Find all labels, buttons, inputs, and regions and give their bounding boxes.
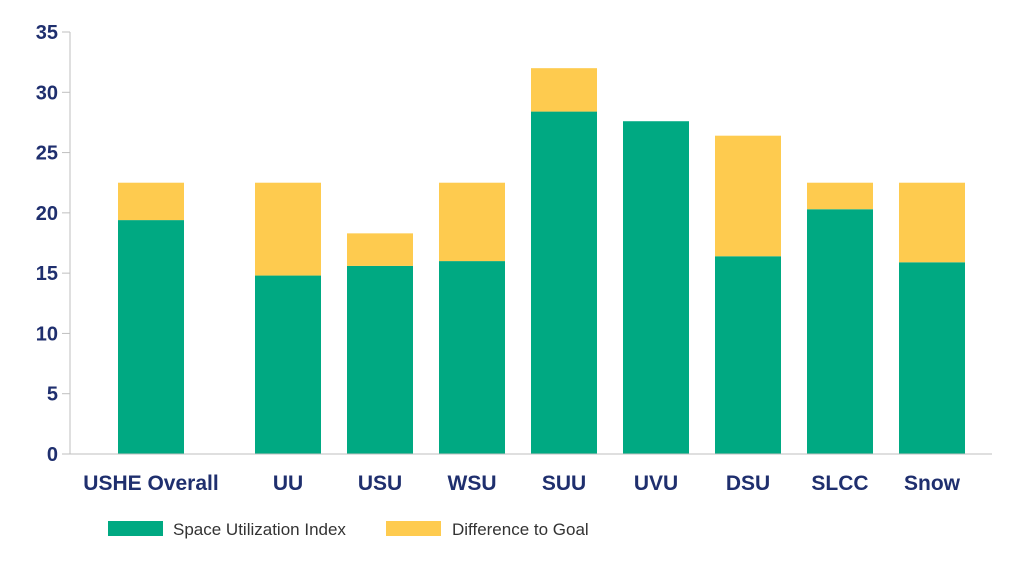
x-tick-label: UU bbox=[273, 472, 303, 495]
y-tick-label: 20 bbox=[36, 203, 58, 225]
legend-swatch-difference-to-goal bbox=[386, 521, 441, 536]
x-tick-label: SLCC bbox=[811, 472, 868, 495]
x-tick-label: Snow bbox=[904, 472, 961, 495]
bar-segment-space-utilization bbox=[807, 209, 873, 454]
y-tick-label: 30 bbox=[36, 82, 58, 104]
bar-segment-space-utilization bbox=[715, 256, 781, 454]
bars-group bbox=[118, 68, 965, 455]
legend-label-space-utilization-index: Space Utilization Index bbox=[173, 520, 346, 539]
bar-segment-difference-to-goal bbox=[255, 182, 321, 276]
y-tick-label: 5 bbox=[47, 384, 58, 406]
x-axis: USHE Overall UU USU WSU SUU UVU DSU SLCC Snow bbox=[83, 472, 960, 495]
x-tick-label: USHE Overall bbox=[83, 472, 218, 495]
x-tick-label: SUU bbox=[542, 472, 586, 495]
bar-segment-difference-to-goal bbox=[807, 182, 873, 210]
legend-label-difference-to-goal: Difference to Goal bbox=[452, 520, 589, 539]
bar-segment-difference-to-goal bbox=[899, 182, 965, 263]
y-tick-label: 35 bbox=[36, 22, 58, 44]
x-tick-label: DSU bbox=[726, 472, 770, 495]
bar-segment-difference-to-goal bbox=[531, 68, 597, 112]
bar-segment-space-utilization bbox=[347, 265, 413, 454]
bar-segment-space-utilization bbox=[531, 111, 597, 454]
bar-segment-space-utilization bbox=[255, 275, 321, 454]
bar-segment-space-utilization bbox=[118, 220, 184, 454]
legend: Space Utilization Index Difference to Go… bbox=[108, 520, 589, 539]
bar-segment-difference-to-goal bbox=[715, 135, 781, 257]
x-tick-label: USU bbox=[358, 472, 402, 495]
x-tick-label: UVU bbox=[634, 472, 678, 495]
legend-swatch-space-utilization-index bbox=[108, 521, 163, 536]
y-tick-label: 15 bbox=[36, 263, 58, 285]
bar-segment-difference-to-goal bbox=[118, 182, 184, 221]
bar-segment-space-utilization bbox=[623, 121, 689, 455]
y-tick-label: 0 bbox=[47, 444, 58, 466]
bar-segment-space-utilization bbox=[439, 261, 505, 454]
bar-segment-difference-to-goal bbox=[347, 233, 413, 266]
y-tick-label: 25 bbox=[36, 143, 58, 165]
y-tick-label: 10 bbox=[36, 323, 58, 345]
y-axis: 0 5 10 15 20 25 30 35 bbox=[36, 22, 70, 466]
x-tick-label: WSU bbox=[448, 472, 497, 495]
bar-segment-difference-to-goal bbox=[439, 182, 505, 262]
bar-segment-space-utilization bbox=[899, 262, 965, 454]
